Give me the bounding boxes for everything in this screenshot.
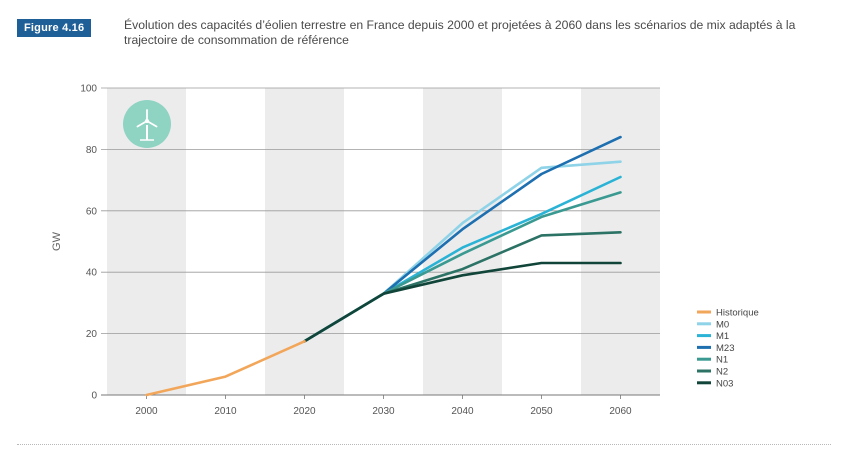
x-tick-label: 2030: [372, 406, 395, 417]
legend-label: N2: [716, 367, 728, 378]
legend-label: M0: [716, 319, 729, 330]
figure-title: Évolution des capacités d’éolien terrest…: [124, 18, 796, 47]
x-tick-label: 2040: [451, 406, 474, 417]
y-tick-label: 80: [86, 145, 98, 156]
decade-band: [265, 88, 344, 395]
series-lines: [145, 135, 622, 397]
series-line-historique: [145, 339, 306, 397]
legend-label: M1: [716, 331, 729, 342]
x-tick-label: 2020: [293, 406, 316, 417]
y-tick-label: 40: [86, 268, 98, 279]
wind-turbine-icon: [123, 100, 171, 148]
y-axis-label: GW: [51, 231, 63, 251]
y-tick-label: 0: [91, 391, 97, 402]
y-tick-label: 60: [86, 206, 98, 217]
y-tick-label: 20: [86, 329, 98, 340]
x-tick-label: 2050: [530, 406, 553, 417]
y-axis-ticks: 0 20 40 60 80 100: [80, 84, 97, 402]
x-tick-label: 2000: [135, 406, 158, 417]
legend-label: M23: [716, 343, 734, 354]
legend-label: N1: [716, 355, 728, 366]
legend-label: Historique: [716, 308, 759, 319]
x-axis-ticks: 2000 2010 2020 2030 2040 2050 2060: [135, 395, 632, 417]
turbine-hub: [145, 119, 149, 123]
legend-label: N03: [716, 378, 733, 389]
footer-divider: [17, 444, 831, 445]
series-line-n03: [303, 261, 622, 343]
x-tick-label: 2060: [609, 406, 632, 417]
gridlines: [101, 87, 660, 396]
background-bands: [107, 88, 660, 395]
decade-band: [581, 88, 660, 395]
figure-label: Figure 4.16: [17, 19, 92, 37]
x-tick-label: 2010: [214, 406, 237, 417]
y-tick-label: 100: [80, 84, 97, 95]
icon-circle: [123, 100, 171, 148]
